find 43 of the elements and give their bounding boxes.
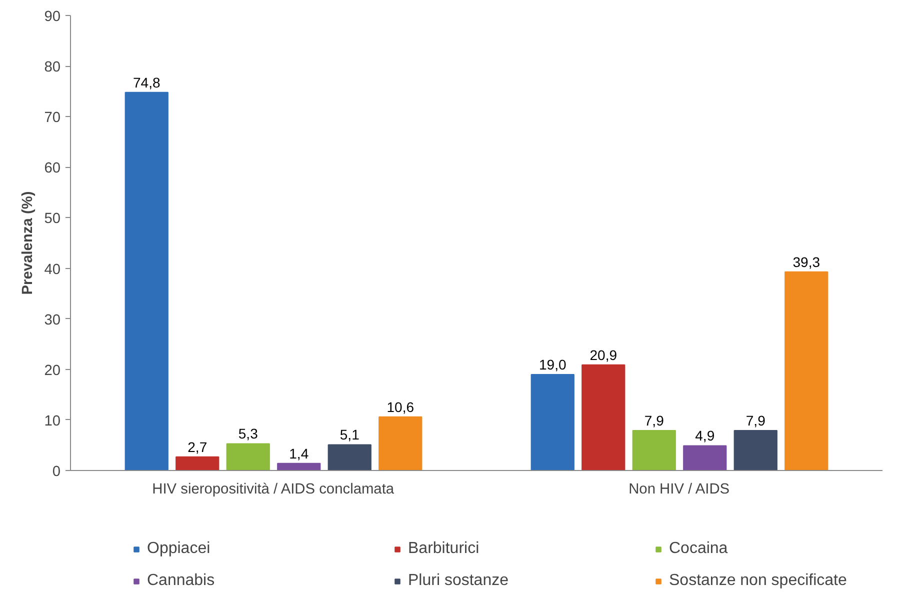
bar: [124, 92, 168, 470]
bar: [632, 430, 676, 470]
bar: [176, 456, 220, 470]
y-tick-label: 80: [44, 60, 61, 76]
data-label: 7,9: [746, 412, 766, 429]
x-tick-label: Non HIV / AIDS: [628, 482, 730, 498]
y-tick-label: 40: [44, 262, 61, 278]
data-label: 20,9: [590, 346, 618, 363]
bar: [683, 445, 727, 470]
bar: [530, 374, 574, 470]
y-tick-label: 20: [44, 362, 61, 379]
data-label: 7,9: [644, 412, 664, 429]
y-axis-title: Prevalenza (%): [20, 191, 36, 295]
data-label: 5,1: [340, 426, 360, 443]
data-label: 2,7: [188, 438, 208, 455]
y-tick-label: 60: [44, 160, 61, 177]
legend-label: Cannabis: [147, 572, 216, 590]
data-label: 74,8: [133, 74, 160, 90]
data-label: 5,3: [238, 426, 258, 442]
data-label: 10,6: [386, 398, 414, 415]
data-label: 19,0: [539, 356, 566, 372]
bar: [226, 443, 270, 470]
bar: [734, 430, 778, 470]
y-tick-label: 0: [52, 464, 61, 480]
y-tick-label: 30: [44, 312, 61, 328]
legend-label: Oppiacei: [147, 540, 212, 558]
bar: [784, 271, 828, 470]
y-tick-label: 90: [44, 9, 61, 25]
y-tick-label: 10: [44, 413, 61, 430]
y-tick-label: 70: [44, 110, 61, 126]
data-label: 39,3: [792, 254, 820, 270]
legend-label: Pluri sostanze: [408, 572, 510, 590]
legend-label: Sostanze non specificate: [669, 572, 848, 590]
legend-label: Cocaina: [669, 540, 729, 558]
legend-label: Barbiturici: [408, 540, 480, 558]
x-tick-label: HIV sieropositività / AIDS conclamata: [152, 482, 395, 498]
y-tick-label: 50: [44, 211, 61, 228]
bar: [582, 364, 626, 470]
bar: [328, 444, 372, 470]
bar: [277, 462, 321, 470]
bar: [378, 416, 422, 470]
data-label: 1,4: [289, 445, 309, 462]
data-label: 4,9: [695, 428, 715, 444]
